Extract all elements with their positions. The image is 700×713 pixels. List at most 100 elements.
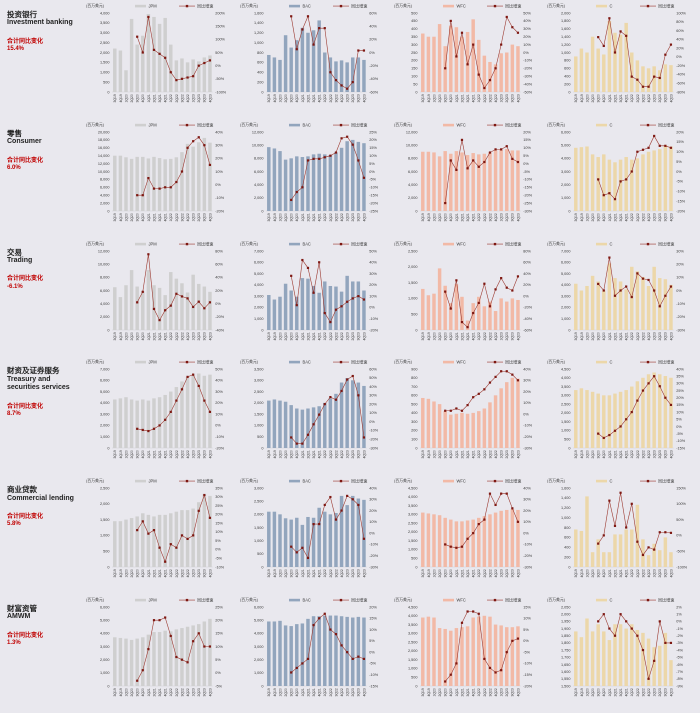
yoy-marker [180, 170, 184, 173]
svg-text:-5%: -5% [369, 177, 376, 181]
bar [635, 270, 640, 330]
svg-text:3Q21: 3Q21 [619, 213, 623, 221]
bars-group [420, 615, 520, 686]
bar [283, 518, 288, 568]
svg-text:2,000: 2,000 [408, 530, 417, 534]
yoy-marker [647, 382, 650, 385]
line-legend-label: 同比增速 [197, 121, 213, 127]
bar [641, 66, 645, 93]
svg-text:300: 300 [411, 420, 417, 424]
bar [437, 628, 441, 686]
svg-text:2Q21: 2Q21 [460, 569, 464, 577]
bar [602, 54, 606, 92]
svg-text:500: 500 [564, 438, 570, 442]
svg-text:2,500: 2,500 [254, 390, 263, 394]
yoy-marker [602, 613, 606, 616]
svg-text:1Q20: 1Q20 [432, 213, 436, 221]
svg-text:1Q23: 1Q23 [499, 332, 503, 340]
svg-text:4Q23: 4Q23 [362, 94, 366, 102]
svg-text:4Q22: 4Q22 [647, 332, 651, 340]
bar [420, 398, 425, 449]
bar [311, 517, 316, 568]
yoy-marker [345, 651, 349, 654]
svg-text:3Q19: 3Q19 [113, 450, 117, 458]
svg-text:3Q19: 3Q19 [421, 213, 425, 221]
bar [266, 621, 271, 686]
yoy-marker [186, 376, 189, 379]
bar [197, 142, 201, 211]
svg-text:2Q22: 2Q22 [636, 569, 640, 577]
svg-text:40%: 40% [369, 24, 377, 28]
svg-text:-20%: -20% [215, 315, 224, 319]
svg-text:1Q22: 1Q22 [630, 213, 634, 221]
yoy-marker [658, 531, 662, 534]
yoy-marker [653, 75, 656, 78]
svg-text:4,000: 4,000 [408, 614, 417, 618]
yoy-marker [203, 399, 206, 403]
svg-text:2Q22: 2Q22 [175, 213, 179, 221]
bar [146, 400, 151, 449]
svg-text:4Q21: 4Q21 [164, 450, 168, 458]
chart-wfc-row0: (百万美元) WFC 同比增速050100150200250300350400450… [394, 3, 533, 103]
yoy-marker [499, 492, 502, 495]
svg-text:1,600: 1,600 [561, 486, 570, 490]
svg-text:50%: 50% [369, 249, 377, 253]
line-legend-label: 同比增速 [197, 478, 213, 484]
svg-text:3Q21: 3Q21 [312, 688, 316, 696]
svg-text:4Q21: 4Q21 [317, 332, 321, 340]
svg-text:-20%: -20% [369, 64, 378, 68]
bar [350, 281, 355, 330]
svg-text:-30%: -30% [369, 565, 378, 569]
yoy-marker [147, 648, 150, 651]
yoy-marker [136, 35, 139, 38]
bar [619, 281, 623, 330]
bar [442, 411, 447, 449]
axis-unit-label: (百万美元) [240, 3, 259, 8]
svg-text:3Q22: 3Q22 [180, 450, 184, 458]
yoy-marker [443, 680, 446, 683]
svg-text:400: 400 [411, 27, 417, 31]
bars-group [574, 263, 673, 330]
yoy-marker [477, 73, 480, 76]
svg-text:3Q21: 3Q21 [158, 450, 162, 458]
bar-legend-label: BAC [302, 598, 310, 603]
bar [602, 154, 606, 211]
svg-text:6,000: 6,000 [254, 605, 263, 609]
svg-text:3Q21: 3Q21 [619, 688, 623, 696]
svg-text:-5%: -5% [523, 650, 530, 654]
svg-text:3Q20: 3Q20 [597, 332, 601, 340]
yoy-marker [164, 185, 167, 189]
svg-text:4Q23: 4Q23 [516, 213, 520, 221]
svg-text:100%: 100% [676, 11, 686, 15]
line-legend-label: 同比增速 [504, 478, 520, 484]
bar-legend-label: C [610, 598, 613, 603]
svg-text:2Q20: 2Q20 [591, 569, 595, 577]
bar [345, 141, 349, 211]
svg-text:4,000: 4,000 [254, 632, 263, 636]
svg-text:1Q21: 1Q21 [454, 450, 458, 458]
x-axis-labels: 3Q19 4Q19 1Q20 2Q20 3Q20 4Q20 1Q21 2Q21 3Q21 4Q21… [113, 332, 212, 340]
svg-text:20%: 20% [523, 130, 531, 134]
bar [141, 156, 145, 211]
yoy-marker [158, 619, 161, 622]
yoy-marker [516, 160, 519, 163]
yoy-change-value: 6.0% [7, 164, 21, 171]
svg-text:3Q22: 3Q22 [334, 213, 338, 221]
bar [300, 623, 304, 686]
bar [163, 159, 167, 211]
bar [493, 395, 497, 449]
svg-text:3Q22: 3Q22 [180, 213, 184, 221]
svg-text:1Q20: 1Q20 [432, 450, 436, 458]
svg-text:1Q21: 1Q21 [147, 213, 151, 221]
svg-text:3Q23: 3Q23 [664, 688, 668, 696]
legend: JPM 同比增速 [135, 3, 213, 9]
svg-text:1Q20: 1Q20 [278, 332, 282, 340]
yoy-line [289, 375, 365, 446]
svg-text:4Q23: 4Q23 [362, 332, 366, 340]
bar [356, 616, 360, 686]
svg-text:2,000: 2,000 [100, 201, 109, 205]
x-axis-labels: 3Q19 4Q19 1Q20 2Q20 3Q20 4Q20 1Q21 2Q21 3Q21 4Q21… [574, 213, 673, 221]
svg-text:1,000: 1,000 [561, 317, 570, 321]
svg-text:20%: 20% [369, 138, 377, 142]
